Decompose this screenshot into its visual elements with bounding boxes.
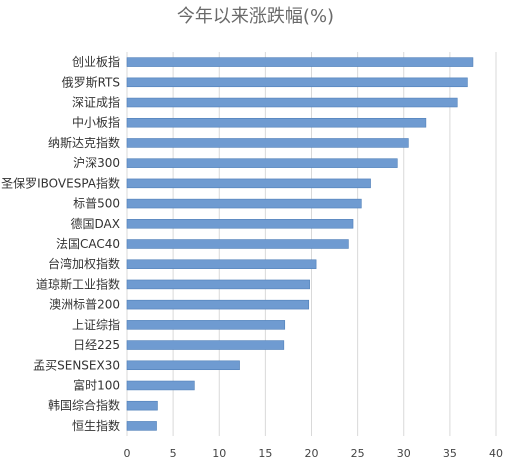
x-tick-label: 5 [170,447,177,460]
bar [126,198,362,209]
category-label: 上证综指 [72,317,120,332]
x-tick-label: 20 [305,447,319,460]
chart-title: 今年以来涨跌幅(%) [176,6,335,27]
category-label: 法国CAC40 [56,237,120,251]
x-axis-tick-labels: 0 5 10 15 20 25 30 35 40 [124,447,504,460]
x-tick-label: 15 [258,447,272,460]
category-label: 创业板指 [72,54,120,69]
bar [126,320,286,330]
bar [126,360,240,371]
category-label: 中小板指 [72,115,120,130]
bar [126,421,157,431]
category-label: 沪深300 [73,156,120,170]
category-label: 纳斯达克指数 [48,135,120,150]
bars [126,57,474,431]
x-tick-label: 25 [351,447,365,460]
category-label: 恒生指数 [72,418,120,433]
bar [126,340,285,350]
bar [126,239,349,249]
bar [126,138,409,148]
bar [126,400,158,411]
bar [126,158,398,168]
category-label: 台湾加权指数 [48,256,120,271]
bar [126,259,317,269]
bar [126,279,310,290]
x-tick-label: 40 [489,447,503,460]
category-label: 俄罗斯RTS [62,75,120,89]
category-label: 澳洲标普200 [49,298,120,312]
bar [126,57,474,67]
x-tick-label: 30 [397,447,411,460]
bar [126,77,468,88]
bar [126,178,371,189]
x-tick-label: 10 [212,447,226,460]
bar [126,299,310,310]
category-label: 深证成指 [72,95,120,110]
category-label: 圣保罗IBOVESPA指数 [1,175,120,190]
x-tick-label: 0 [124,447,131,460]
x-tick-label: 35 [443,447,457,460]
category-label: 韩国综合指数 [48,398,120,413]
bar [126,219,354,229]
category-label: 标普500 [73,197,120,211]
category-label: 孟买SENSEX30 [33,358,120,372]
category-label: 道琼斯工业指数 [36,276,120,291]
bar [126,380,195,391]
bar [126,117,427,128]
category-label: 德国DAX [71,216,120,231]
category-label: 日经225 [73,338,120,352]
bar [126,97,458,108]
category-label: 富时100 [73,377,120,392]
